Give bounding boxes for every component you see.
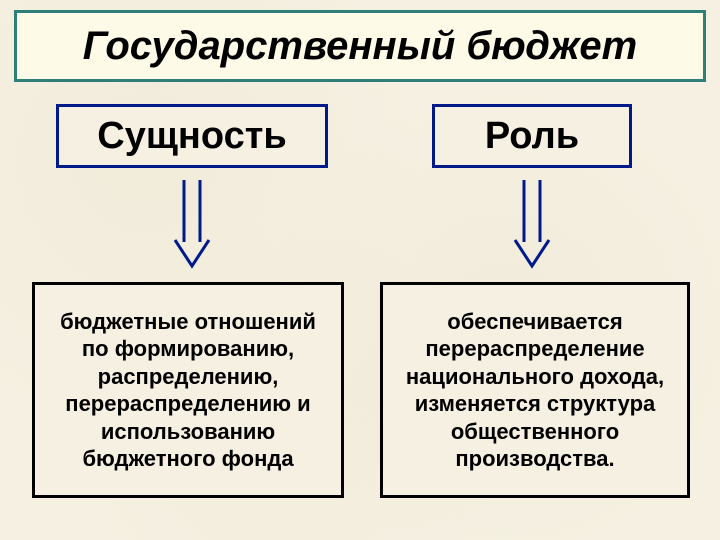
heading-essence-label: Сущность — [97, 115, 286, 158]
title-box: Государственный бюджет — [14, 10, 706, 82]
arrow-down-icon — [512, 180, 552, 270]
page-title: Государственный бюджет — [83, 24, 637, 69]
arrow-down-left — [172, 180, 212, 268]
body-essence-text: бюджетные отношений по формированию, рас… — [45, 308, 331, 473]
body-essence: бюджетные отношений по формированию, рас… — [32, 282, 344, 498]
body-role: обеспечивается перераспределение национа… — [380, 282, 690, 498]
heading-role-label: Роль — [485, 115, 579, 158]
body-role-text: обеспечивается перераспределение национа… — [393, 308, 677, 473]
heading-essence: Сущность — [56, 104, 328, 168]
arrow-down-icon — [172, 180, 212, 270]
heading-role: Роль — [432, 104, 632, 168]
arrow-down-right — [512, 180, 552, 268]
